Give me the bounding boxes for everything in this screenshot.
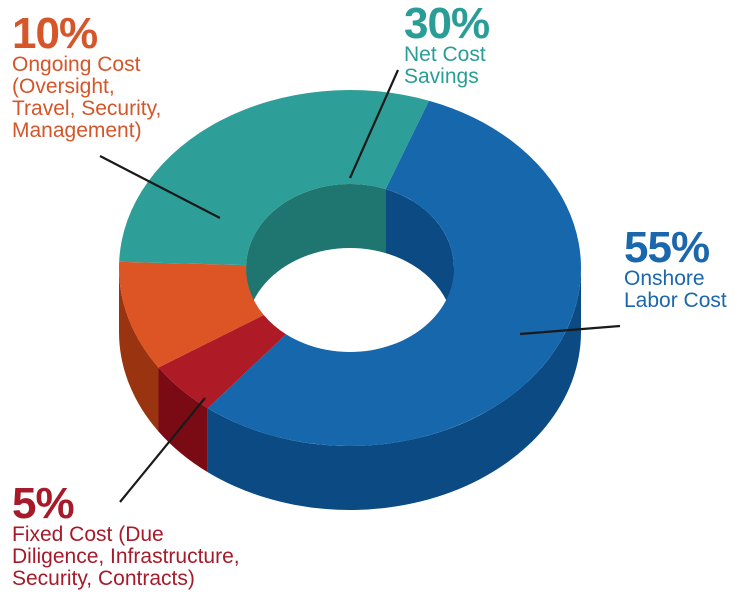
side-ongoing-cost	[119, 268, 159, 432]
side-fixed-cost	[158, 367, 208, 473]
slice-fixed-cost	[158, 314, 286, 409]
leader-lines	[99, 69, 621, 503]
callout-ongoing-cost: 10% Ongoing Cost (Oversight, Travel, Sec…	[12, 9, 162, 142]
ongoing-cost-percent: 10%	[12, 9, 98, 58]
net-cost-savings-percent: 30%	[404, 0, 490, 48]
slice-net-cost-savings	[119, 89, 430, 266]
callout-fixed-cost: 5% Fixed Cost (Due Diligence, Infrastruc…	[12, 479, 240, 590]
donut-hole	[246, 184, 454, 352]
donut-side-walls	[119, 268, 581, 510]
leader-ongoing-cost	[99, 155, 221, 219]
donut-top-faces	[119, 89, 582, 447]
leader-net-cost-savings	[348, 69, 400, 179]
net-cost-savings-label: Net Cost Savings	[404, 43, 486, 88]
onshore-labor-cost-percent: 55%	[624, 223, 710, 272]
inner-wall-net-cost-savings	[246, 184, 386, 330]
inner-wall-onshore-labor-cost	[385, 189, 454, 332]
side-onshore-labor-cost	[207, 268, 581, 510]
callout-onshore-labor-cost: 55% Onshore Labor Cost	[624, 223, 727, 312]
fixed-cost-label: Fixed Cost (Due Diligence, Infrastructur…	[12, 523, 240, 590]
fixed-cost-percent: 5%	[12, 479, 75, 528]
leader-fixed-cost	[119, 397, 206, 503]
leader-onshore-labor-cost	[519, 324, 621, 336]
callout-net-cost-savings: 30% Net Cost Savings	[404, 0, 490, 88]
onshore-labor-cost-label: Onshore Labor Cost	[624, 267, 727, 312]
ongoing-cost-label: Ongoing Cost (Oversight, Travel, Securit…	[12, 53, 162, 142]
slice-ongoing-cost	[119, 261, 264, 368]
slice-onshore-labor-cost	[207, 100, 582, 447]
